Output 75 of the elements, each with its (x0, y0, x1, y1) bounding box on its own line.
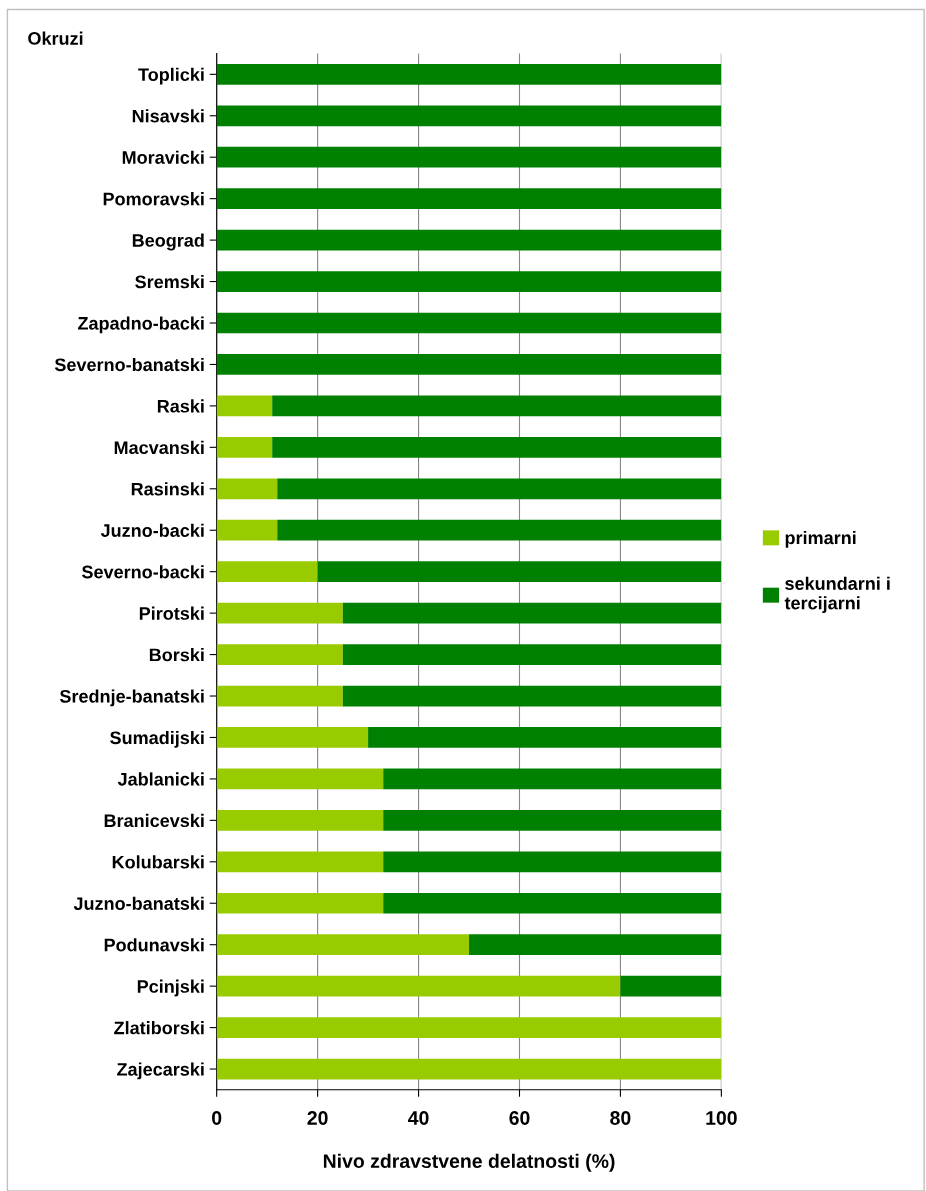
y-tick-label: Juzno-backi (100, 523, 204, 537)
y-tick-label: Branicevski (104, 813, 204, 828)
bar (216, 105, 722, 127)
y-tick-label: Nisavski (132, 109, 204, 123)
bar (216, 395, 273, 417)
y-tick-label: Rasinski (131, 482, 204, 496)
bar (216, 519, 278, 541)
bar (216, 1058, 722, 1080)
x-tick-label: 0 (212, 1111, 222, 1125)
bar (216, 768, 384, 790)
bar (272, 436, 722, 458)
y-tick-label: Jablanicki (117, 772, 204, 786)
y-tick-label: Zlatiborski (114, 1021, 204, 1035)
x-tick-label: 80 (610, 1111, 631, 1125)
bar (342, 644, 722, 665)
bar (342, 602, 722, 624)
bar (216, 354, 722, 375)
bar (216, 975, 621, 997)
y-tick-label: Severno-backi (81, 565, 204, 579)
bar (216, 188, 722, 210)
bar (383, 810, 722, 831)
y-tick-label: Srednje-banatski (59, 689, 204, 707)
bar (216, 436, 273, 458)
x-axis-title: Nivo zdravstvene delatnosti (%) (323, 1153, 615, 1172)
y-tick-label: Zapadno-backi (78, 316, 204, 334)
x-tick-label: 60 (509, 1111, 530, 1125)
y-tick-label: Raski (157, 399, 204, 413)
bar (342, 685, 722, 707)
y-tick-label: Sumadijski (110, 730, 204, 748)
legend-label: sekundarni i tercijarni (784, 576, 890, 613)
bar (216, 63, 722, 85)
bar (216, 561, 318, 583)
bar (368, 727, 722, 748)
y-tick-label: Toplicki (138, 67, 204, 85)
y-tick-label: Moravicki (122, 150, 204, 164)
bar (216, 229, 722, 251)
bar (272, 395, 722, 417)
bar (620, 975, 722, 997)
bar (216, 146, 722, 168)
y-tick-label: Juzno-banatski (73, 896, 204, 910)
bar (277, 519, 722, 541)
x-tick-label: 100 (706, 1111, 737, 1125)
legend-label: primarni (785, 531, 856, 548)
y-tick-label: Severno-banatski (54, 357, 204, 372)
bar (383, 768, 722, 790)
bar (216, 727, 369, 748)
y-tick-label: Kolubarski (112, 855, 204, 869)
y-tick-label: Zajecarski (117, 1062, 204, 1080)
bar (383, 851, 722, 873)
y-tick-label: Beograd (132, 233, 204, 251)
y-tick-label: Podunavski (104, 938, 204, 952)
bar (277, 478, 722, 500)
y-tick-label: Pirotski (139, 606, 204, 620)
bar (216, 685, 343, 707)
bar (216, 934, 470, 956)
bar (317, 561, 722, 583)
y-tick-label: Pomoravski (103, 192, 204, 206)
bar (216, 644, 343, 665)
bar (216, 602, 343, 624)
y-tick-label: Sremski (135, 275, 204, 289)
y-axis-title: Okruzi (28, 31, 83, 45)
bar (216, 851, 384, 873)
bar (383, 892, 722, 914)
y-tick-label: Pcinjski (137, 979, 204, 997)
bar (216, 1017, 722, 1038)
bar (216, 892, 384, 914)
bar (216, 271, 722, 292)
x-tick-label: 40 (408, 1111, 429, 1125)
bar (469, 934, 722, 956)
bar (216, 312, 722, 334)
y-tick-label: Macvanski (114, 440, 204, 455)
bar (216, 478, 278, 500)
bar (216, 810, 384, 831)
x-tick-label: 20 (307, 1111, 328, 1125)
y-tick-label: Borski (149, 648, 204, 662)
